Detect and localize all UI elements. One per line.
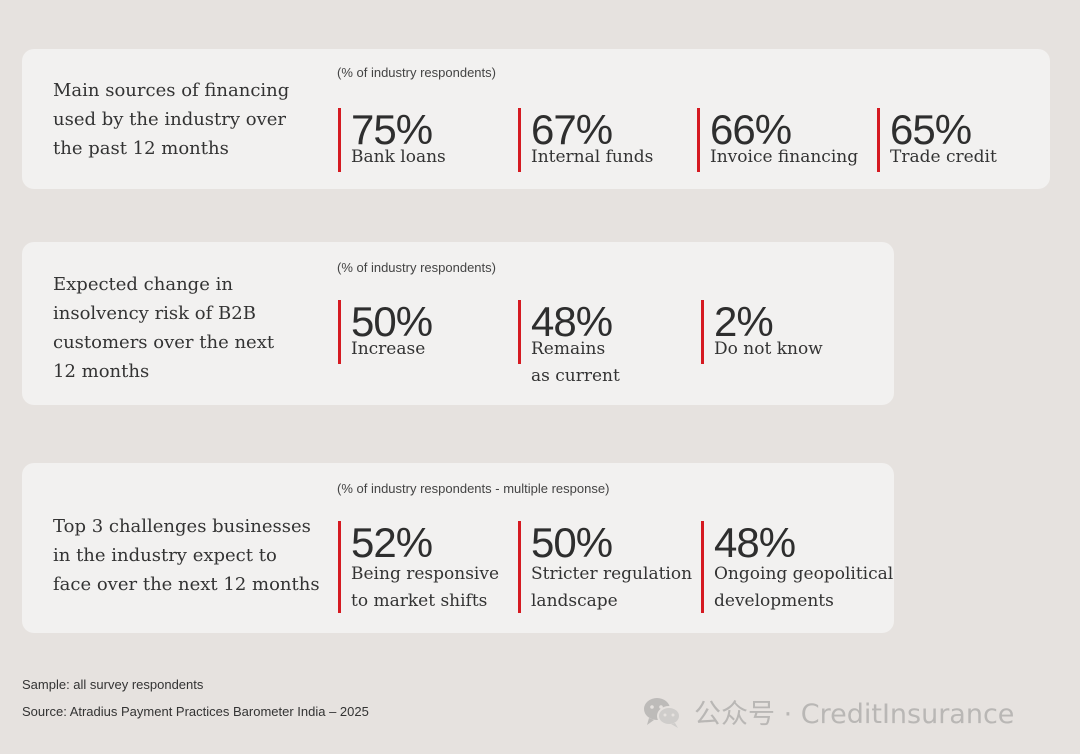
stat-label: Bank loans [351,147,446,167]
stat-label: Invoice financing [710,147,859,167]
stat-label: Increase [351,339,426,359]
stat-stricter-regulation: 50% Stricter regulation landscape [518,521,692,613]
stat-increase: 50% Increase [338,298,433,364]
stat-label: Being responsive [351,564,500,584]
stat-label: Stricter regulation [531,564,693,584]
stat-value: 75% [351,106,433,153]
stat-value: 48% [714,519,796,566]
stat-value: 48% [531,298,613,345]
panel-title-line: insolvency risk of B2B [53,303,256,324]
stat-label: landscape [531,591,618,611]
stat-geopolitical: 48% Ongoing geopolitical developments [701,521,893,613]
panel-title: Main sources of financing used by the in… [53,76,289,163]
wechat-icon [644,697,681,728]
stat-value: 52% [351,519,433,566]
stat-value: 66% [710,106,792,153]
stat-value: 67% [531,106,613,153]
panel-title-line: customers over the next [53,332,275,353]
stat-value: 2% [714,298,774,345]
panel-title-line: the past 12 months [53,138,229,159]
stat-value: 65% [890,106,972,153]
stat-internal-funds: 67% Internal funds [518,108,653,172]
panel-title: Expected change in insolvency risk of B2… [53,270,274,386]
watermark: 公众号 · CreditInsurance [642,692,1014,731]
stat-invoice-financing: 66% Invoice financing [697,108,858,172]
stat-responsive-to-market: 52% Being responsive to market shifts [338,521,499,613]
watermark-text: 公众号 · CreditInsurance [694,699,1015,730]
stat-label: Trade credit [890,147,997,167]
stat-trade-credit: 65% Trade credit [877,108,997,172]
stat-value: 50% [351,298,433,345]
panel-title-line: used by the industry over [53,109,287,130]
panel-title-line: face over the next 12 months [53,574,320,595]
respondents-note: (% of industry respondents) [337,260,496,275]
stat-label: developments [714,591,834,611]
respondents-note: (% of industry respondents - multiple re… [337,481,610,496]
stat-label: Ongoing geopolitical [714,564,894,584]
panel-title-line: in the industry expect to [53,545,277,566]
panel-title-line: Expected change in [53,274,233,295]
panel-title-line: 12 months [53,361,150,382]
stat-label: Remains [531,339,606,359]
sample-note: Sample: all survey respondents [22,677,204,692]
panel-title-line: Top 3 challenges businesses [53,516,311,537]
stat-do-not-know: 2% Do not know [701,300,823,364]
panel-title-line: Main sources of financing [53,80,290,101]
stat-label: as current [531,366,620,386]
financing-sources-panel: Main sources of financing used by the in… [22,49,1050,189]
challenges-panel: Top 3 challenges businesses in the indus… [22,463,894,633]
stat-bank-loans: 75% Bank loans [338,108,446,172]
stat-remains-as-current: 48% Remains as current [518,298,620,386]
panel-title: Top 3 challenges businesses in the indus… [53,512,320,599]
stat-value: 50% [531,519,613,566]
stat-label: Do not know [714,339,823,359]
insolvency-risk-panel: Expected change in insolvency risk of B2… [22,242,894,405]
stat-label: to market shifts [351,591,488,611]
source-note: Source: Atradius Payment Practices Barom… [22,704,369,719]
respondents-note: (% of industry respondents) [337,65,496,80]
stat-label: Internal funds [531,147,654,167]
